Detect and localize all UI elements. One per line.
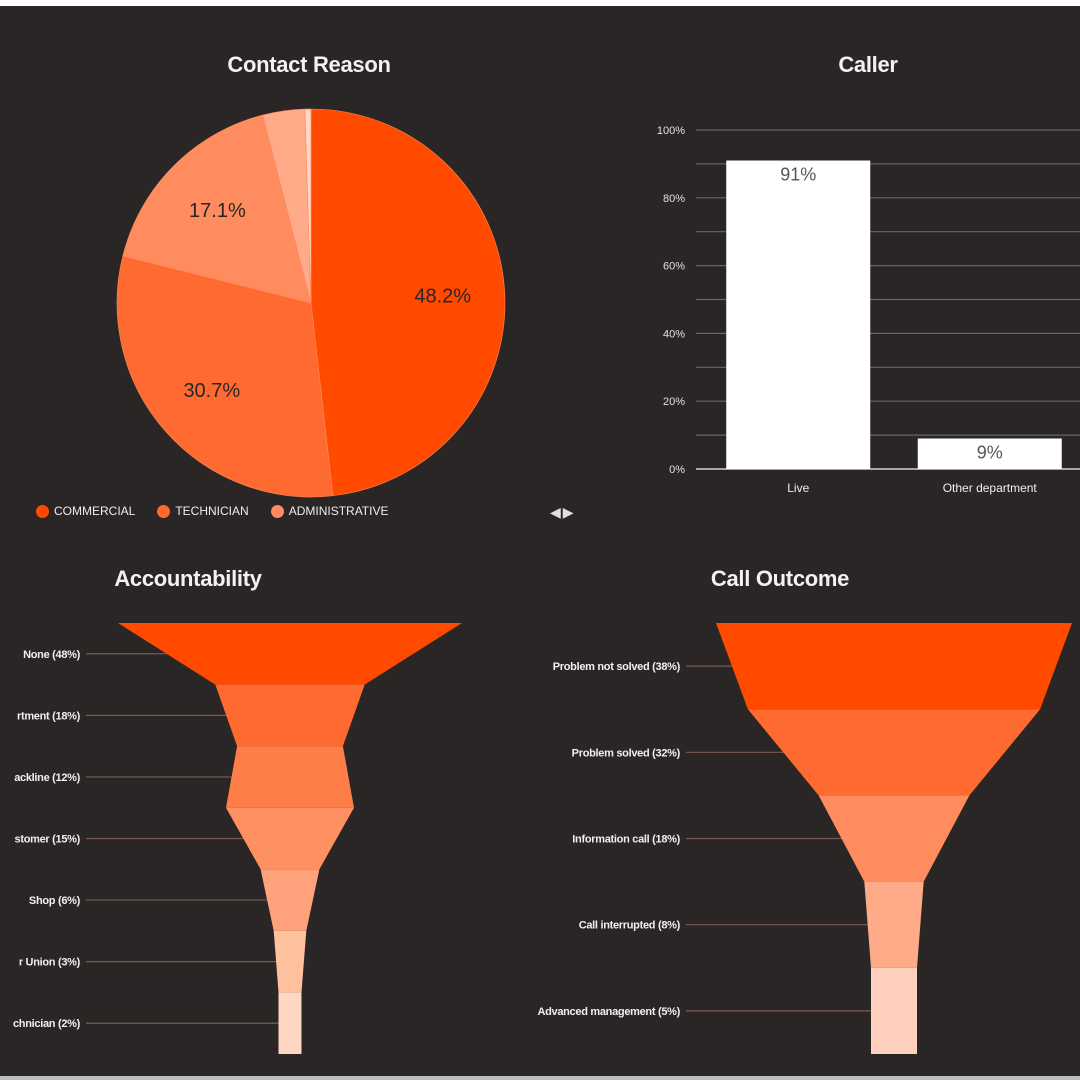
- funnel-label: ackline (12%): [14, 772, 80, 784]
- funnel-stage-none-48[interactable]: [118, 623, 462, 685]
- dashboard: Contact Reason 48.2% 30.7% 17.1% COMMERCIA…: [0, 6, 1080, 1076]
- funnel-stage-problem-not-solved-38[interactable]: [716, 623, 1072, 710]
- legend-label-commercial: COMMERCIAL: [54, 504, 136, 518]
- legend-item-administrative[interactable]: ADMINISTRATIVE: [270, 504, 389, 518]
- y-tick-label: 80%: [663, 193, 685, 205]
- bar-value-label: 91%: [780, 165, 816, 185]
- bottom-border: [0, 1076, 1080, 1080]
- accountability-funnel-chart: None (48%) rtment (18%) ackline (12%) stome…: [13, 623, 462, 1054]
- x-tick-label: Other department: [943, 481, 1038, 495]
- pie-slice-technician[interactable]: [116, 255, 334, 498]
- pie-label-commercial: 48.2%: [414, 286, 471, 308]
- x-tick-label: Live: [787, 481, 809, 495]
- bar-value-label: 9%: [977, 442, 1003, 462]
- accountability-panel: Accountability None (48%) rtment (18%) ack…: [0, 546, 480, 1076]
- legend-swatch-technician: [157, 504, 171, 518]
- pie-slice-administrative[interactable]: [122, 114, 312, 304]
- contact-reason-title: Contact Reason: [227, 52, 391, 77]
- funnel-label: None (48%): [23, 649, 81, 661]
- legend-label-technician: TECHNICIAN: [175, 504, 249, 518]
- funnel-stage-r-union-3[interactable]: [273, 930, 307, 993]
- funnel-stage-call-interrupted-8[interactable]: [864, 881, 924, 968]
- y-tick-label: 40%: [663, 328, 685, 340]
- legend-prev-icon[interactable]: ◀: [550, 504, 561, 520]
- legend-swatch-administrative: [270, 504, 284, 518]
- legend-label-administrative: ADMINISTRATIVE: [288, 504, 389, 518]
- caller-panel: Caller 0% 20% 40% 60% 80% 100% 91% Live 9% Other …: [620, 6, 1080, 546]
- funnel-label: Advanced management (5%): [537, 1006, 680, 1018]
- legend-item-commercial[interactable]: COMMERCIAL: [36, 504, 135, 518]
- legend-next-icon[interactable]: ▶: [562, 504, 574, 520]
- caller-title: Caller: [838, 52, 898, 77]
- legend-item-technician[interactable]: TECHNICIAN: [157, 504, 249, 518]
- call-outcome-title: Call Outcome: [710, 566, 850, 591]
- call-outcome-funnel-chart: Problem not solved (38%) Problem solved (…: [537, 623, 1072, 1054]
- funnel-stage-information-call-18[interactable]: [818, 795, 970, 882]
- y-tick-label: 100%: [657, 125, 685, 137]
- funnel-label: r Union (3%): [19, 957, 81, 969]
- funnel-stage-advanced-management-5[interactable]: [871, 967, 917, 1054]
- y-tick-label: 60%: [663, 261, 685, 273]
- funnel-stage-chnician-2[interactable]: [278, 992, 302, 1054]
- funnel-label: Shop (6%): [29, 895, 81, 907]
- contact-reason-legend: COMMERCIAL TECHNICIAN ADMINISTRATIVE: [36, 504, 388, 518]
- pie-label-administrative: 17.1%: [189, 200, 246, 222]
- funnel-label: Problem solved (32%): [572, 747, 681, 759]
- contact-reason-panel: Contact Reason 48.2% 30.7% 17.1% COMMERCIA…: [0, 6, 620, 546]
- legend-pager: ◀ ▶: [550, 504, 574, 521]
- funnel-stage-problem-solved-32[interactable]: [747, 709, 1041, 796]
- legend-swatch-commercial: [36, 504, 49, 518]
- funnel-label: Information call (18%): [572, 834, 680, 846]
- bar-live[interactable]: [726, 160, 871, 469]
- funnel-label: Call interrupted (8%): [579, 920, 681, 932]
- call-outcome-panel: Call Outcome Problem not solved (38%) Pro…: [480, 546, 1080, 1076]
- pie-slice-item-4[interactable]: [304, 108, 312, 304]
- y-tick-label: 20%: [663, 396, 685, 408]
- y-tick-label: 0%: [669, 464, 685, 476]
- funnel-label: chnician (2%): [13, 1018, 81, 1030]
- pie-label-technician: 30.7%: [183, 380, 240, 402]
- funnel-label: rtment (18%): [17, 710, 81, 722]
- contact-reason-pie-chart: 48.2% 30.7% 17.1%: [116, 108, 506, 498]
- bar-other-department[interactable]: [917, 438, 1062, 469]
- pie-slice-commercial[interactable]: [310, 108, 506, 497]
- funnel-label: Problem not solved (38%): [553, 661, 681, 673]
- funnel-stage-shop-6[interactable]: [260, 869, 320, 931]
- funnel-stage-ackline-12[interactable]: [226, 746, 354, 808]
- funnel-label: stomer (15%): [15, 834, 81, 846]
- accountability-title: Accountability: [114, 566, 262, 591]
- funnel-stage-stomer-15[interactable]: [226, 807, 354, 870]
- funnel-stage-rtment-18[interactable]: [215, 684, 365, 747]
- caller-bar-chart: 0% 20% 40% 60% 80% 100% 91% Live 9% Other departm…: [657, 125, 1080, 495]
